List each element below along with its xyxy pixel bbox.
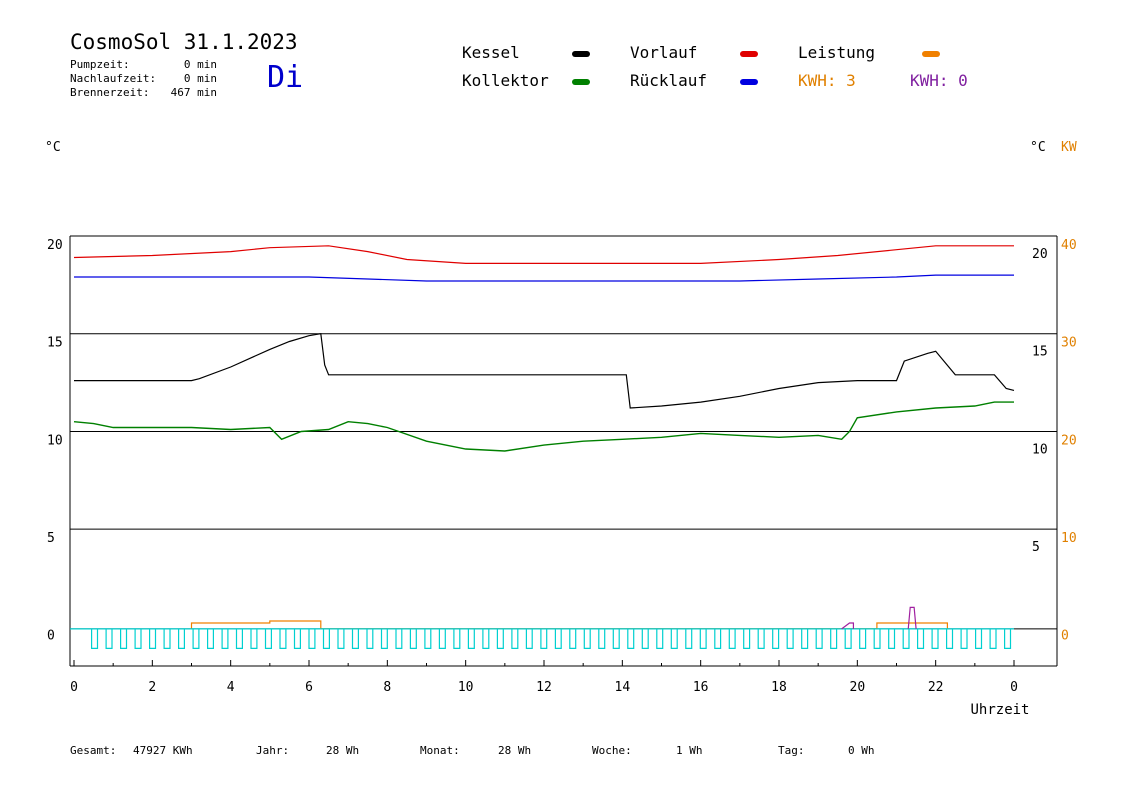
stat-nachlaufzeit-value: 0 min <box>183 72 217 85</box>
legend-kwh-2: KWH: 0 <box>910 71 968 90</box>
series-leistung <box>190 620 948 630</box>
footer-gesamt-label: Gesamt: <box>70 744 117 757</box>
x-tick-label-12: 0 <box>1010 680 1018 695</box>
y-right-kw-tick-0: 0 <box>1061 629 1069 644</box>
x-tick-label-5: 10 <box>458 680 474 695</box>
legend-kwh-1: KWH: 3 <box>798 71 856 90</box>
x-tick-label-11: 22 <box>928 680 944 695</box>
legend-vorlauf-swatch <box>740 51 758 57</box>
legend-leistung-swatch <box>922 51 940 57</box>
legend-kessel-swatch <box>572 51 590 57</box>
legend-leistung-label: Leistung <box>798 43 876 62</box>
purple-burst-1 <box>841 622 855 630</box>
footer-tag-label: Tag: <box>778 744 805 757</box>
x-tick-label-3: 6 <box>305 680 313 695</box>
footer-woche-label: Woche: <box>592 744 632 757</box>
purple-burst-2 <box>907 606 917 629</box>
y-right-c-tick-20: 20 <box>1032 247 1048 262</box>
legend-kessel-label: Kessel <box>462 43 520 62</box>
x-axis-label: Uhrzeit <box>970 702 1029 718</box>
y-left-tick-20: 20 <box>47 238 63 253</box>
footer-jahr-value: 28 Wh <box>326 744 360 757</box>
y-right-kw-tick-40: 40 <box>1061 238 1077 253</box>
x-tick-label-7: 14 <box>615 680 631 695</box>
series-kollektor <box>73 401 1014 452</box>
footer-tag-value: 0 Wh <box>848 744 875 757</box>
y-right-kw-tick-30: 30 <box>1061 336 1077 351</box>
y-right-c-tick-10: 10 <box>1032 442 1048 457</box>
x-tick-label-10: 20 <box>850 680 866 695</box>
page-title: CosmoSol 31.1.2023 <box>70 30 298 54</box>
y-left-tick-5: 5 <box>47 531 55 546</box>
stat-brennerzeit-label: Brennerzeit: <box>70 86 150 99</box>
footer-woche-value: 1 Wh <box>676 744 703 757</box>
legend-ruecklauf-label: Rücklauf <box>630 71 708 90</box>
y-right-kw-tick-20: 20 <box>1061 433 1077 448</box>
series-kessel <box>74 333 1015 409</box>
weekday-label: Di <box>267 60 304 95</box>
footer-monat-label: Monat: <box>420 744 460 757</box>
y-right-kw-tick-10: 10 <box>1061 531 1077 546</box>
x-tick-label-0: 0 <box>70 680 78 695</box>
y-left-tick-10: 10 <box>47 433 63 448</box>
x-tick-label-4: 8 <box>383 680 391 695</box>
y-left-tick-0: 0 <box>47 629 55 644</box>
legend-ruecklauf-swatch <box>740 79 758 85</box>
legend-kollektor-label: Kollektor <box>462 71 549 90</box>
x-tick-label-8: 16 <box>693 680 709 695</box>
stat-nachlaufzeit-label: Nachlaufzeit: <box>70 72 157 85</box>
stat-pumpzeit-label: Pumpzeit: <box>70 58 130 71</box>
footer-jahr-label: Jahr: <box>256 744 290 757</box>
y-left-tick-15: 15 <box>47 336 63 351</box>
right-unit-kw-label: KW <box>1061 140 1077 155</box>
stat-brennerzeit-value: 467 min <box>170 86 217 99</box>
y-right-c-tick-5: 5 <box>1032 540 1040 555</box>
pump-pulse-series <box>91 628 1012 650</box>
stat-pumpzeit-value: 0 min <box>183 58 217 71</box>
right-unit-c-label: °C <box>1030 140 1046 155</box>
x-tick-label-6: 12 <box>536 680 552 695</box>
footer-monat-value: 28 Wh <box>498 744 532 757</box>
legend-kollektor-swatch <box>572 79 590 85</box>
y-right-c-tick-15: 15 <box>1032 345 1048 360</box>
footer-gesamt-value: 47927 KWh <box>133 744 193 757</box>
legend-vorlauf-label: Vorlauf <box>630 43 698 62</box>
series-vorlauf <box>73 245 1014 264</box>
left-unit-label: °C <box>45 140 61 155</box>
series-rcklauf <box>74 274 1014 282</box>
x-tick-label-2: 4 <box>227 680 235 695</box>
x-tick-label-1: 2 <box>148 680 156 695</box>
x-tick-label-9: 18 <box>771 680 787 695</box>
